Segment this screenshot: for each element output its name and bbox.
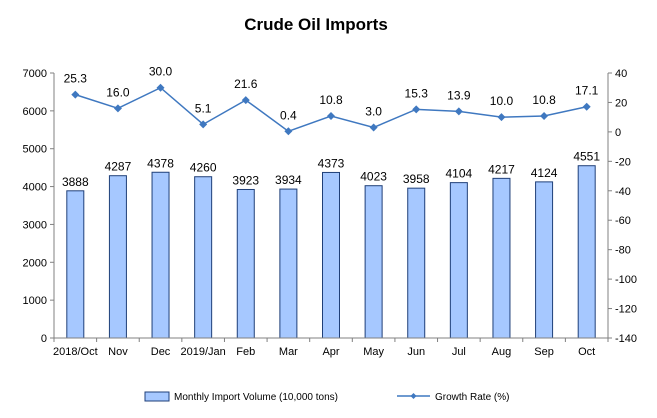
x-tick-label: Aug — [492, 346, 512, 358]
bar-value-label: 4124 — [531, 166, 558, 180]
legend-bar-swatch — [144, 391, 170, 402]
growth-rate-point — [327, 111, 335, 120]
bar-value-label: 4287 — [105, 160, 132, 174]
growth-rate-point — [284, 127, 293, 136]
bar — [279, 188, 298, 339]
right-tick-label: 40 — [615, 68, 627, 80]
bar — [108, 175, 127, 339]
left-tick-label: 3000 — [23, 219, 47, 231]
left-tick-label: 6000 — [23, 106, 47, 118]
bar — [449, 182, 468, 339]
right-tick-label: -80 — [615, 245, 631, 257]
growth-rate-point — [540, 111, 549, 120]
legend-line-marker — [410, 393, 417, 399]
left-tick-label: 0 — [41, 333, 47, 345]
line-series: 25.3 16.0 30.0 5.1 21.6 0.4 10.8 3.0 15.3 13.9 10.… — [64, 65, 599, 136]
growth-rate-label: 0.4 — [280, 108, 297, 122]
bar-value-label: 4378 — [147, 156, 174, 170]
left-tick-label: 5000 — [23, 144, 47, 156]
growth-rate-label: 5.1 — [195, 101, 212, 115]
chart-title: Crude Oil Imports — [244, 15, 388, 34]
bar — [194, 176, 213, 339]
x-axis: 2018/Oct Nov Dec 2019/Jan Feb Mar Apr May Jun Jul… — [53, 337, 609, 358]
growth-rate-label: 15.3 — [405, 86, 429, 100]
growth-rate-point — [113, 104, 122, 113]
bar — [577, 165, 596, 339]
left-y-axis: 0 1000 2000 3000 4000 5000 6000 7000 — [23, 68, 55, 345]
growth-rate-label: 25.3 — [64, 72, 88, 86]
bar — [322, 171, 340, 339]
growth-rate-label: 10.8 — [319, 93, 343, 107]
bar — [151, 171, 170, 339]
growth-rate-label: 13.9 — [447, 88, 471, 102]
x-tick-label: 2019/Jan — [181, 346, 226, 358]
bar — [492, 177, 511, 339]
right-tick-label: -40 — [615, 186, 631, 198]
growth-rate-label: 30.0 — [149, 65, 173, 79]
bar — [66, 190, 85, 339]
legend-bar-label: Monthly Import Volume (10,000 tons) — [174, 392, 338, 403]
right-tick-label: -100 — [615, 274, 637, 286]
bar-value-label: 3958 — [403, 172, 430, 186]
legend: Monthly Import Volume (10,000 tons) Growt… — [144, 391, 509, 403]
x-tick-label: May — [363, 346, 384, 358]
x-tick-label: Jun — [407, 346, 425, 358]
x-tick-label: Sep — [534, 346, 554, 358]
right-tick-label: 0 — [615, 127, 621, 139]
growth-rate-point — [71, 90, 80, 99]
left-tick-label: 2000 — [23, 257, 47, 269]
x-tick-label: Mar — [279, 346, 298, 358]
bar-value-label: 3923 — [232, 173, 259, 187]
x-tick-label: Nov — [108, 346, 128, 358]
right-tick-label: -120 — [615, 304, 637, 316]
right-tick-label: -60 — [615, 215, 631, 227]
right-tick-label: 20 — [615, 97, 627, 109]
growth-rate-label: 16.0 — [106, 85, 130, 99]
growth-rate-label: 21.6 — [234, 77, 258, 91]
growth-rate-point — [497, 113, 506, 122]
bar-value-label: 4551 — [573, 150, 600, 164]
bar — [364, 185, 383, 339]
growth-rate-label: 17.1 — [575, 84, 599, 98]
growth-rate-point — [199, 120, 208, 129]
left-tick-label: 7000 — [23, 68, 47, 80]
growth-rate-label: 10.8 — [532, 93, 556, 107]
growth-rate-point — [582, 102, 591, 111]
bar — [236, 188, 255, 339]
x-tick-label: Dec — [151, 346, 171, 358]
bar-value-label: 4373 — [318, 156, 345, 170]
bar-value-label: 4260 — [190, 161, 217, 175]
right-tick-label: -20 — [615, 156, 631, 168]
legend-line-label: Growth Rate (%) — [435, 392, 509, 403]
bar-value-label: 3888 — [62, 175, 89, 189]
growth-rate-point — [412, 105, 421, 114]
x-tick-label: Apr — [322, 346, 339, 358]
bar-value-label: 4217 — [488, 162, 515, 176]
growth-rate-point — [241, 96, 250, 105]
left-tick-label: 1000 — [23, 295, 47, 307]
x-tick-label: 2018/Oct — [53, 346, 98, 358]
growth-rate-point — [454, 107, 463, 116]
bar-value-label: 4104 — [445, 167, 472, 181]
bar — [407, 187, 426, 339]
left-tick-label: 4000 — [23, 182, 47, 194]
right-y-axis: -140 -120 -100 -80 -60 -40 -20 0 20 40 — [607, 68, 637, 345]
bar-value-label: 4023 — [360, 170, 387, 184]
x-tick-label: Jul — [452, 346, 466, 358]
bar-series: 3888 4287 4378 4260 3923 3934 4373 4023 3958 4104… — [62, 150, 600, 339]
x-tick-label: Feb — [236, 346, 255, 358]
growth-rate-label: 3.0 — [365, 104, 382, 118]
x-tick-label: Oct — [578, 346, 595, 358]
growth-rate-label: 10.0 — [490, 94, 514, 108]
bar-value-label: 3934 — [275, 173, 302, 187]
growth-rate-point — [156, 83, 165, 92]
growth-rate-point — [369, 123, 378, 132]
right-tick-label: -140 — [615, 333, 637, 345]
bar — [535, 181, 554, 339]
